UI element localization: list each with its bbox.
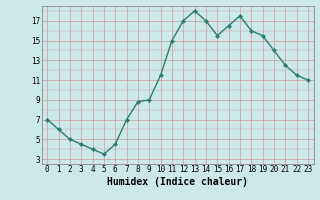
X-axis label: Humidex (Indice chaleur): Humidex (Indice chaleur) bbox=[107, 177, 248, 187]
